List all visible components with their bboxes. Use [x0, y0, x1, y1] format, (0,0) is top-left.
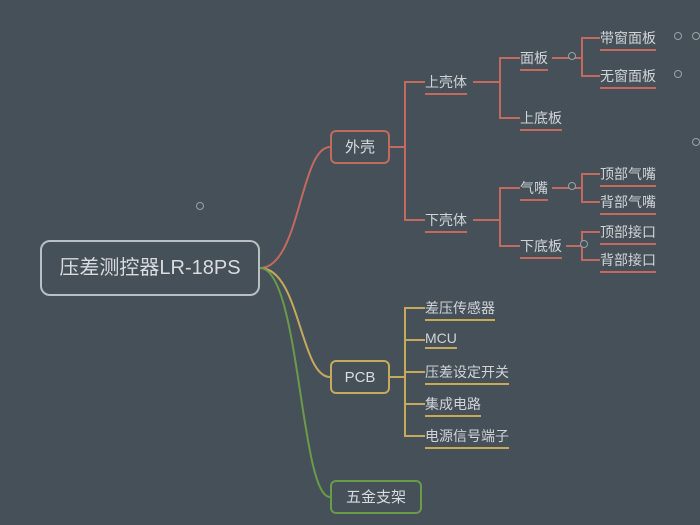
branch-pcb-label: PCB — [345, 367, 376, 388]
leaf-power-terminal[interactable]: 电源信号端子 — [425, 426, 509, 446]
leaf-upper-shell[interactable]: 上壳体 — [425, 72, 467, 92]
expand-dot[interactable] — [674, 70, 682, 78]
leaf-panel-label: 面板 — [520, 50, 548, 66]
leaf-nozzle-label: 气嘴 — [520, 180, 548, 196]
leaf-back-port[interactable]: 背部接口 — [600, 250, 656, 270]
leaf-back-nozzle-label: 背部气嘴 — [600, 194, 656, 210]
branch-pcb[interactable]: PCB — [330, 360, 390, 394]
mindmap-canvas: { "colors": { "bg": "#455059", "root_bor… — [0, 0, 700, 525]
leaf-pressure-switch-label: 压差设定开关 — [425, 364, 509, 380]
branch-hardware-label: 五金支架 — [346, 487, 406, 508]
leaf-nozzle[interactable]: 气嘴 — [520, 178, 548, 198]
leaf-lower-base[interactable]: 下底板 — [520, 236, 562, 256]
leaf-top-port-label: 顶部接口 — [600, 224, 656, 240]
leaf-window-panel[interactable]: 带窗面板 — [600, 28, 656, 48]
leaf-lower-shell-label: 下壳体 — [425, 212, 467, 228]
leaf-top-nozzle-label: 顶部气嘴 — [600, 166, 656, 182]
branch-shell-label: 外壳 — [345, 137, 375, 158]
expand-dot[interactable] — [196, 202, 204, 210]
leaf-upper-base[interactable]: 上底板 — [520, 108, 562, 128]
expand-dot[interactable] — [568, 182, 576, 190]
leaf-back-nozzle[interactable]: 背部气嘴 — [600, 192, 656, 212]
leaf-no-window-panel-label: 无窗面板 — [600, 68, 656, 84]
root-node[interactable]: 压差测控器LR-18PS — [40, 240, 260, 296]
leaf-upper-base-label: 上底板 — [520, 110, 562, 126]
leaf-window-panel-label: 带窗面板 — [600, 30, 656, 46]
leaf-pressure-switch[interactable]: 压差设定开关 — [425, 362, 509, 382]
expand-dot[interactable] — [568, 52, 576, 60]
leaf-power-terminal-label: 电源信号端子 — [425, 428, 509, 444]
leaf-pressure-sensor[interactable]: 差压传感器 — [425, 298, 495, 318]
leaf-ic-label: 集成电路 — [425, 396, 481, 412]
leaf-mcu-label: MCU — [425, 330, 457, 346]
leaf-top-nozzle[interactable]: 顶部气嘴 — [600, 164, 656, 184]
expand-dot[interactable] — [674, 32, 682, 40]
branch-hardware[interactable]: 五金支架 — [330, 480, 422, 514]
leaf-top-port[interactable]: 顶部接口 — [600, 222, 656, 242]
root-label: 压差测控器LR-18PS — [59, 254, 240, 282]
leaf-pressure-sensor-label: 差压传感器 — [425, 300, 495, 316]
leaf-lower-base-label: 下底板 — [520, 238, 562, 254]
branch-shell[interactable]: 外壳 — [330, 130, 390, 164]
leaf-upper-shell-label: 上壳体 — [425, 74, 467, 90]
leaf-mcu[interactable]: MCU — [425, 330, 457, 346]
expand-dot[interactable] — [580, 240, 588, 248]
leaf-no-window-panel[interactable]: 无窗面板 — [600, 66, 656, 86]
leaf-ic[interactable]: 集成电路 — [425, 394, 481, 414]
expand-dot[interactable] — [692, 138, 700, 146]
leaf-panel[interactable]: 面板 — [520, 48, 548, 68]
leaf-lower-shell[interactable]: 下壳体 — [425, 210, 467, 230]
leaf-back-port-label: 背部接口 — [600, 252, 656, 268]
expand-dot[interactable] — [692, 32, 700, 40]
